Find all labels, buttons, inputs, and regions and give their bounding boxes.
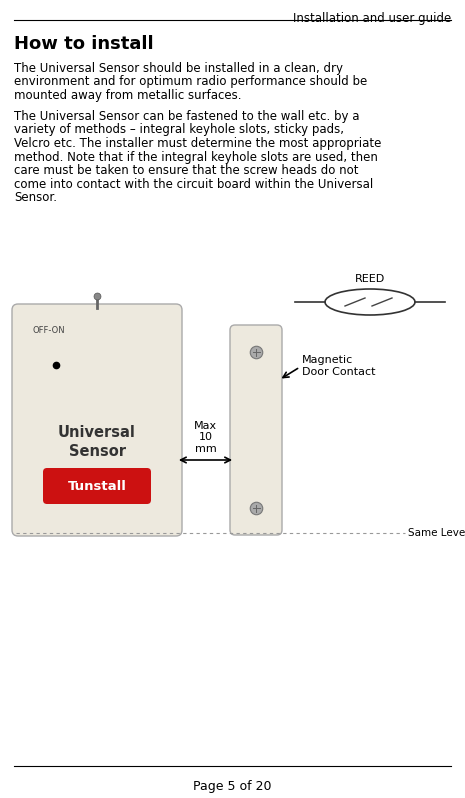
Text: method. Note that if the integral keyhole slots are used, then: method. Note that if the integral keyhol… [14,151,378,164]
Text: The Universal Sensor should be installed in a clean, dry: The Universal Sensor should be installed… [14,62,343,75]
Text: Tunstall: Tunstall [67,480,126,492]
Text: environment and for optimum radio performance should be: environment and for optimum radio perfor… [14,76,367,89]
Text: variety of methods – integral keyhole slots, sticky pads,: variety of methods – integral keyhole sl… [14,124,344,136]
Text: Max
10
mm: Max 10 mm [194,421,217,454]
Text: Sensor.: Sensor. [14,191,57,204]
Text: REED: REED [355,274,385,284]
Text: Same Level: Same Level [408,528,465,538]
Text: Page 5 of 20: Page 5 of 20 [193,780,272,793]
Text: Velcro etc. The installer must determine the most appropriate: Velcro etc. The installer must determine… [14,137,381,150]
Text: Installation and user guide: Installation and user guide [293,12,451,25]
Text: How to install: How to install [14,35,153,53]
FancyBboxPatch shape [43,468,151,504]
Text: Magnetic
Door Contact: Magnetic Door Contact [302,355,376,377]
Text: OFF-ON: OFF-ON [32,326,65,335]
Text: Universal
Sensor: Universal Sensor [58,425,136,459]
Text: mounted away from metallic surfaces.: mounted away from metallic surfaces. [14,89,241,102]
FancyBboxPatch shape [12,304,182,536]
Text: care must be taken to ensure that the screw heads do not: care must be taken to ensure that the sc… [14,164,359,177]
FancyBboxPatch shape [230,325,282,535]
Text: come into contact with the circuit board within the Universal: come into contact with the circuit board… [14,177,373,191]
Text: The Universal Sensor can be fastened to the wall etc. by a: The Universal Sensor can be fastened to … [14,110,359,123]
